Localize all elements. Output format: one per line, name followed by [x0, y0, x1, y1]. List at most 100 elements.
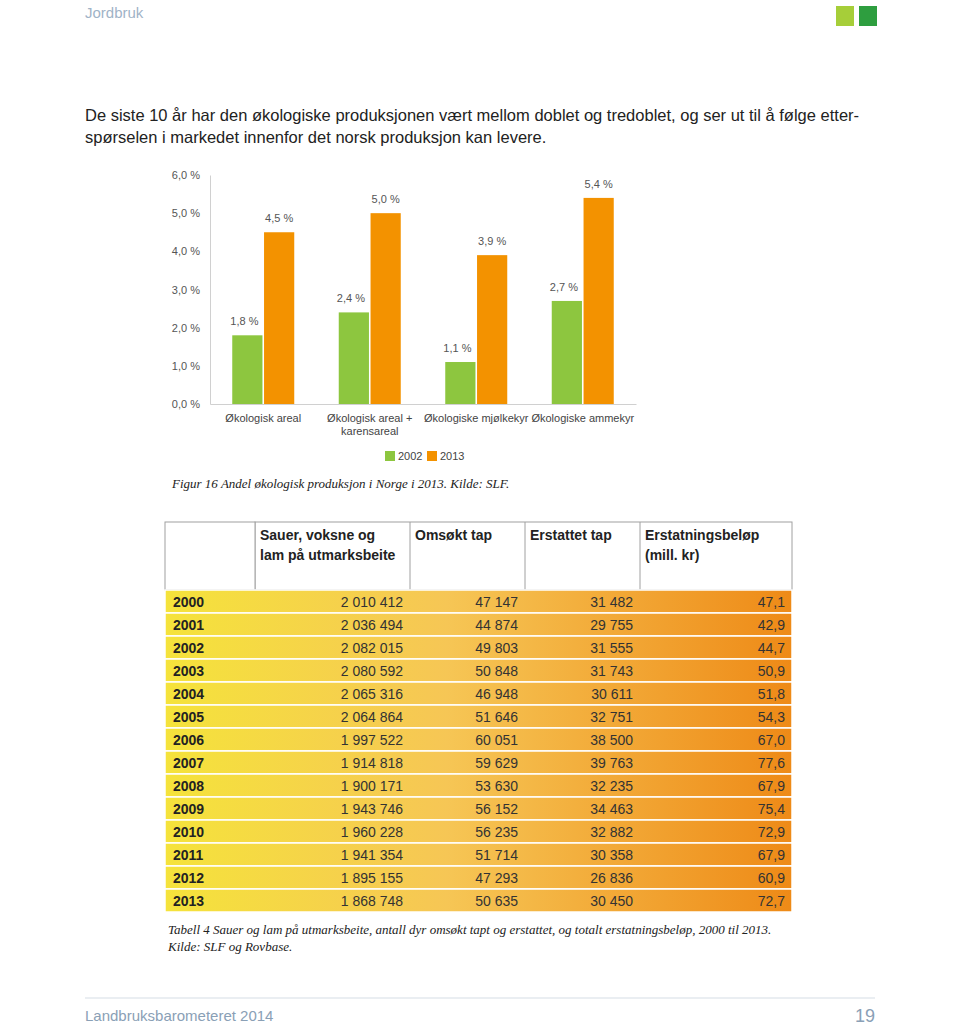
legend-label: 2013 [440, 450, 464, 462]
table-header: Erstattet tap [530, 527, 612, 543]
table-cell: 2 082 015 [341, 640, 403, 656]
data-label: 2,7 % [550, 281, 578, 293]
bar [371, 213, 401, 404]
table-row-header: 2013 [173, 893, 204, 909]
legend-swatch [427, 451, 437, 461]
section-header: Jordbruk [85, 4, 144, 21]
data-label: 3,9 % [478, 235, 506, 247]
y-tick: 3,0 % [172, 284, 210, 296]
page: JordbrukDe siste 10 år har den økologisk… [0, 0, 960, 1024]
table-cell: 1 941 354 [341, 847, 403, 863]
bar [552, 301, 582, 404]
table: Sauer, voksne oglam på utmarksbeiteOmsøk… [165, 522, 792, 912]
table-cell: 46 948 [475, 686, 518, 702]
table-header-divider [640, 522, 641, 590]
table-cell: 1 900 171 [341, 778, 403, 794]
y-tick: 5,0 % [172, 207, 210, 219]
text-line: Økologisk areal [225, 412, 301, 424]
table-row [165, 797, 792, 820]
table-cell: 2 064 864 [341, 709, 403, 725]
table-cell: 54,3 [758, 709, 785, 725]
table-row-header: 2008 [173, 778, 204, 794]
table-cell: 1 943 746 [341, 801, 403, 817]
text-line: Sauer, voksne og [260, 527, 375, 543]
data-label: 4,5 % [265, 212, 293, 224]
table-row [165, 820, 792, 843]
data-label: 5,0 % [372, 193, 400, 205]
table-cell: 75,4 [758, 801, 785, 817]
table-row-header: 2000 [173, 594, 204, 610]
table-cell: 38 500 [590, 732, 633, 748]
table-cell: 29 755 [590, 617, 633, 633]
y-tick-label: 1,0 % [172, 360, 200, 372]
x-tick-label: Økologisk areal +karensareal [327, 412, 412, 437]
data-label: 5,4 % [585, 178, 613, 190]
x-axis-line [211, 404, 637, 405]
text-line: karensareal [341, 425, 398, 437]
table-cell: 67,9 [758, 847, 785, 863]
table-cell: 32 751 [590, 709, 633, 725]
x-tick: Økologisk areal [225, 404, 301, 424]
y-tick: 1,0 % [172, 360, 210, 372]
table-row-header: 2009 [173, 801, 204, 817]
table-row [165, 613, 792, 636]
table-row [165, 866, 792, 889]
table-row-header: 2004 [173, 686, 204, 702]
table-cell: 53 630 [475, 778, 518, 794]
header-square [836, 6, 854, 26]
text-line: Erstattet tap [530, 527, 612, 543]
table-row-header: 2005 [173, 709, 204, 725]
table-cell: 31 743 [590, 663, 633, 679]
x-tick: Økologisk areal +karensareal [327, 404, 412, 437]
x-tick: Økologiske ammekyr [531, 404, 634, 424]
table-cell: 2 010 412 [341, 594, 403, 610]
table-cell: 2 065 316 [341, 686, 403, 702]
bar [339, 312, 369, 404]
table-cell: 2 080 592 [341, 663, 403, 679]
x-tick-label: Økologisk areal [225, 412, 301, 424]
table-cell: 1 997 522 [341, 732, 403, 748]
table-cell: 30 450 [590, 893, 633, 909]
table-caption: Kilde: SLF og Rovbase. [167, 939, 292, 954]
table-cell: 1 960 228 [341, 824, 403, 840]
text-line: Omsøkt tap [415, 527, 492, 543]
table-row-header: 2002 [173, 640, 204, 656]
table-cell: 56 235 [475, 824, 518, 840]
legend-label: 2002 [398, 450, 422, 462]
table-cell: 49 803 [475, 640, 518, 656]
y-tick-label: 4,0 % [172, 245, 200, 257]
table-row-header: 2007 [173, 755, 204, 771]
text-line: (mill. kr) [645, 547, 699, 563]
table-cell: 26 836 [590, 870, 633, 886]
bars [232, 198, 614, 404]
table-row-header: 2011 [173, 847, 204, 863]
y-tick-label: 6,0 % [172, 169, 200, 181]
table-cell: 47,1 [758, 594, 785, 610]
table-cell: 67,9 [758, 778, 785, 794]
table-cell: 34 463 [590, 801, 633, 817]
table-row [165, 774, 792, 797]
table-corner-cell [165, 522, 255, 590]
table-cell: 51 646 [475, 709, 518, 725]
table-header: Erstatningsbeløp(mill. kr) [645, 527, 759, 563]
table-row-header: 2010 [173, 824, 204, 840]
y-axis-line [210, 176, 211, 405]
table-row [165, 705, 792, 728]
bar [477, 255, 507, 404]
y-tick-label: 5,0 % [172, 207, 200, 219]
table-cell: 50 848 [475, 663, 518, 679]
table-cell: 50,9 [758, 663, 785, 679]
bar [232, 335, 262, 404]
table-cell: 42,9 [758, 617, 785, 633]
table-header-divider [410, 522, 411, 590]
table-cell: 2 036 494 [341, 617, 403, 633]
table-row [165, 728, 792, 751]
table-cell: 32 235 [590, 778, 633, 794]
x-tick-label: Økologiske ammekyr [531, 412, 634, 424]
bar [445, 362, 475, 404]
table-row [165, 889, 792, 912]
table-row-header: 2003 [173, 663, 204, 679]
table-cell: 59 629 [475, 755, 518, 771]
chart: 0,0 %1,0 %2,0 %3,0 %4,0 %5,0 %6,0 %Økolo… [172, 169, 637, 462]
footer-rule [85, 998, 875, 999]
